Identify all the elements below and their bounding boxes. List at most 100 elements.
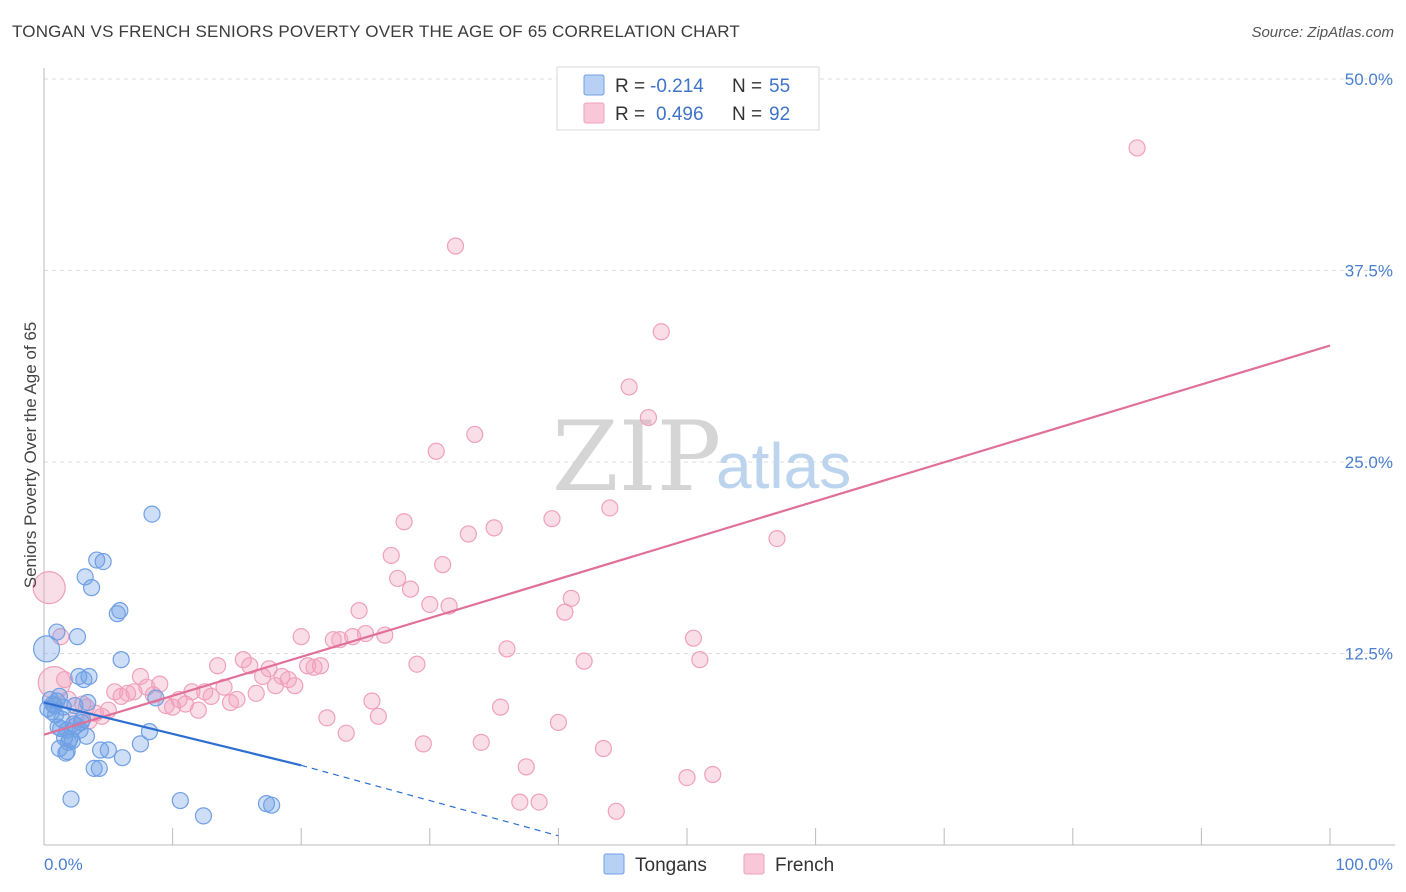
tongans-point	[80, 667, 98, 686]
legend-bottom-tongans: Tongans	[635, 855, 707, 876]
french-point	[241, 657, 259, 675]
french-point	[575, 652, 593, 670]
french-point	[607, 802, 625, 820]
french-point	[472, 733, 490, 751]
french-point	[125, 683, 143, 701]
french-point	[601, 499, 619, 517]
legend-bottom-french: French	[775, 855, 834, 876]
tongans-point	[85, 759, 103, 778]
tongans-point	[76, 568, 94, 586]
french-point	[691, 651, 709, 669]
french-point	[202, 687, 220, 705]
french-point	[144, 686, 162, 704]
tongans-point	[94, 552, 112, 571]
tongans-point	[68, 628, 87, 646]
french-point	[401, 580, 420, 598]
french-point	[459, 525, 477, 543]
legend-french-r-label: R =	[615, 104, 645, 125]
legend-swatch-tongans	[583, 74, 605, 96]
french-point	[369, 707, 387, 725]
french-point	[382, 546, 400, 565]
legend-tongans-n-value: 55	[769, 76, 790, 97]
legend-swatch-french	[583, 102, 605, 124]
tongans-point	[171, 791, 189, 810]
french-trend-line	[43, 344, 1331, 736]
y-tick-labels: 12.5% 25.0% 37.5% 50.0%	[1345, 70, 1393, 664]
legend-bottom: Tongans French	[603, 853, 834, 876]
x-tick-label: 0.0%	[44, 855, 83, 874]
french-point	[37, 666, 71, 700]
legend-tongans-r-value: -0.214	[650, 76, 704, 97]
series-tongans-points	[32, 505, 281, 825]
grid-lines	[44, 78, 1395, 654]
x-tick-label: 100.0%	[1335, 855, 1393, 874]
french-point	[543, 510, 561, 528]
legend-bottom-swatch-french	[743, 853, 765, 875]
french-point	[408, 655, 426, 673]
tongans-point	[48, 623, 66, 641]
tongans-point	[112, 651, 130, 669]
french-point	[32, 571, 66, 605]
french-point	[1128, 139, 1146, 157]
tongans-point	[263, 796, 281, 814]
french-point	[704, 765, 722, 784]
french-point	[389, 569, 407, 588]
french-point	[299, 657, 317, 675]
y-axis-label: Seniors Poverty Over the Age of 65	[21, 322, 40, 588]
french-point	[562, 589, 580, 607]
french-point	[151, 675, 169, 693]
legend-french-n-value: 92	[769, 104, 790, 125]
french-point	[292, 628, 310, 646]
french-point	[517, 758, 535, 776]
french-point	[311, 657, 330, 675]
french-point	[446, 237, 465, 255]
french-point	[247, 684, 265, 702]
tongans-point	[79, 693, 97, 712]
tongans-point	[131, 735, 150, 753]
tongans-trend-extension	[301, 764, 559, 837]
legend-top: R = -0.214 N = 55 R = 0.496 N = 92	[556, 66, 820, 131]
french-point	[209, 657, 227, 675]
french-point	[305, 658, 323, 676]
french-point	[556, 603, 574, 621]
legend-tongans-n-label: N =	[732, 76, 762, 97]
french-point	[594, 739, 613, 758]
tongans-point	[113, 749, 132, 767]
legend-french-n-label: N =	[732, 104, 762, 125]
french-point	[421, 595, 439, 614]
french-point	[395, 513, 413, 531]
french-point	[530, 793, 548, 811]
tongans-point	[108, 605, 126, 623]
french-point	[279, 670, 297, 689]
trend-lines	[43, 344, 1331, 837]
legend-tongans-r-label: R =	[615, 76, 645, 97]
french-point	[768, 529, 786, 548]
french-point	[498, 640, 516, 658]
chart-title: TONGAN VS FRENCH SENIORS POVERTY OVER TH…	[12, 22, 740, 41]
tongans-point	[99, 741, 117, 759]
source-label: Source: ZipAtlas.com	[1251, 24, 1394, 41]
tongans-point	[82, 579, 101, 597]
french-point	[414, 735, 432, 753]
french-point	[189, 701, 207, 719]
french-point	[228, 690, 246, 709]
french-point	[118, 684, 137, 702]
tongans-point	[32, 635, 61, 663]
french-point	[620, 378, 638, 396]
tongans-point	[58, 742, 76, 761]
tongans-point	[111, 602, 129, 620]
y-tick-label: 12.5%	[1345, 645, 1393, 664]
french-point	[684, 629, 703, 647]
watermark-zip: ZIP	[552, 401, 721, 513]
french-point	[286, 677, 304, 695]
legend-french-r-value: 0.496	[656, 104, 704, 125]
tongans-trend-line	[43, 701, 302, 767]
french-point	[678, 768, 696, 787]
french-point	[350, 602, 368, 620]
french-point	[434, 556, 452, 574]
french-point	[652, 323, 670, 341]
french-point	[639, 408, 658, 427]
y-tick-label: 37.5%	[1345, 262, 1393, 281]
french-point	[511, 793, 529, 811]
french-point	[427, 442, 445, 460]
